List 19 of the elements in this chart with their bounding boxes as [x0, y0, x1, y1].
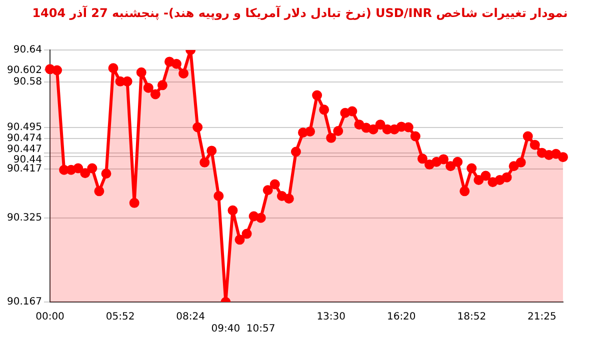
x-tick-label: 21:25: [528, 312, 556, 323]
chart-title: نمودار تغییرات شاخص USD/INR (نرخ تبادل دلار آمریکا و روپیه هند)- پنجشنبه 27 آذر 1404: [31, 6, 569, 20]
x-tick-label: 05:52: [106, 312, 135, 323]
y-tick-label: 90.447: [7, 144, 42, 155]
x-tick-label: 16:20: [386, 312, 416, 323]
x-tick-label: 09:40: [211, 324, 240, 335]
y-tick-label: 90.602: [7, 64, 42, 76]
y-tick-label: 90.58: [13, 76, 42, 88]
x-tick-label: 13:30: [316, 312, 346, 323]
y-tick-label: 90.167: [7, 296, 42, 308]
x-tick-label: 08:24: [176, 312, 205, 323]
x-tick-label: 18:52: [457, 312, 486, 323]
y-tick-label: 90.417: [7, 163, 42, 174]
x-tick-label: 00:00: [36, 312, 64, 323]
x-tick-label: 10:57: [246, 324, 276, 335]
y-tick-label: 90.474: [7, 133, 42, 144]
y-tick-label: 90.325: [7, 212, 42, 224]
y-tick-label: 90.495: [7, 122, 42, 133]
y-tick-label: 90.64: [13, 44, 42, 56]
